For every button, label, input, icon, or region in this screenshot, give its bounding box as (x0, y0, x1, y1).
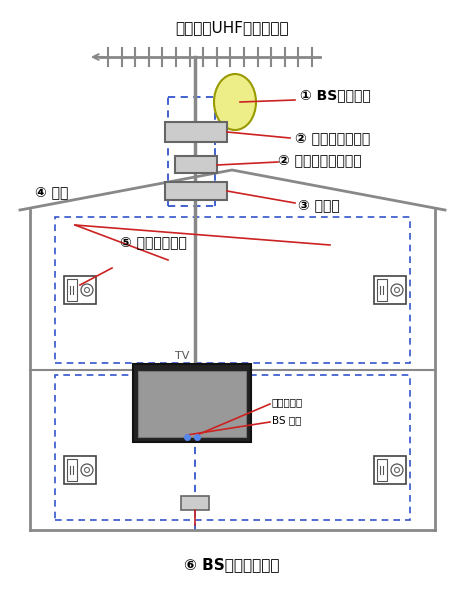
FancyBboxPatch shape (133, 364, 251, 442)
Text: ② ブースター本体: ② ブースター本体 (295, 131, 370, 145)
Text: ⑥ BSセパレーター: ⑥ BSセパレーター (184, 557, 280, 572)
FancyBboxPatch shape (374, 276, 406, 304)
FancyBboxPatch shape (67, 459, 77, 481)
FancyBboxPatch shape (175, 156, 217, 173)
FancyBboxPatch shape (64, 276, 96, 304)
Circle shape (391, 464, 403, 476)
Circle shape (394, 287, 399, 292)
Text: BS 入力: BS 入力 (272, 415, 301, 425)
Circle shape (81, 464, 93, 476)
FancyBboxPatch shape (377, 279, 387, 301)
Text: ④ 配線: ④ 配線 (35, 185, 68, 199)
Circle shape (85, 287, 89, 292)
Text: ③ 分配器: ③ 分配器 (298, 198, 340, 212)
Text: 地デジ入力: 地デジ入力 (272, 397, 303, 407)
FancyBboxPatch shape (374, 456, 406, 484)
FancyBboxPatch shape (377, 459, 387, 481)
FancyBboxPatch shape (138, 371, 246, 437)
Text: ⑤ 直列ユニット: ⑤ 直列ユニット (120, 235, 187, 249)
FancyBboxPatch shape (181, 496, 209, 510)
FancyBboxPatch shape (67, 279, 77, 301)
Text: 地デジ（UHF）アンテナ: 地デジ（UHF）アンテナ (175, 20, 289, 35)
Circle shape (81, 284, 93, 296)
Circle shape (85, 467, 89, 473)
Text: ② ブースター電源部: ② ブースター電源部 (278, 153, 362, 167)
Text: ① BSアンテナ: ① BSアンテナ (300, 88, 371, 102)
FancyBboxPatch shape (165, 182, 227, 200)
Text: TV: TV (175, 351, 189, 361)
Circle shape (391, 284, 403, 296)
Ellipse shape (214, 74, 256, 130)
FancyBboxPatch shape (165, 122, 227, 142)
Circle shape (394, 467, 399, 473)
FancyBboxPatch shape (64, 456, 96, 484)
